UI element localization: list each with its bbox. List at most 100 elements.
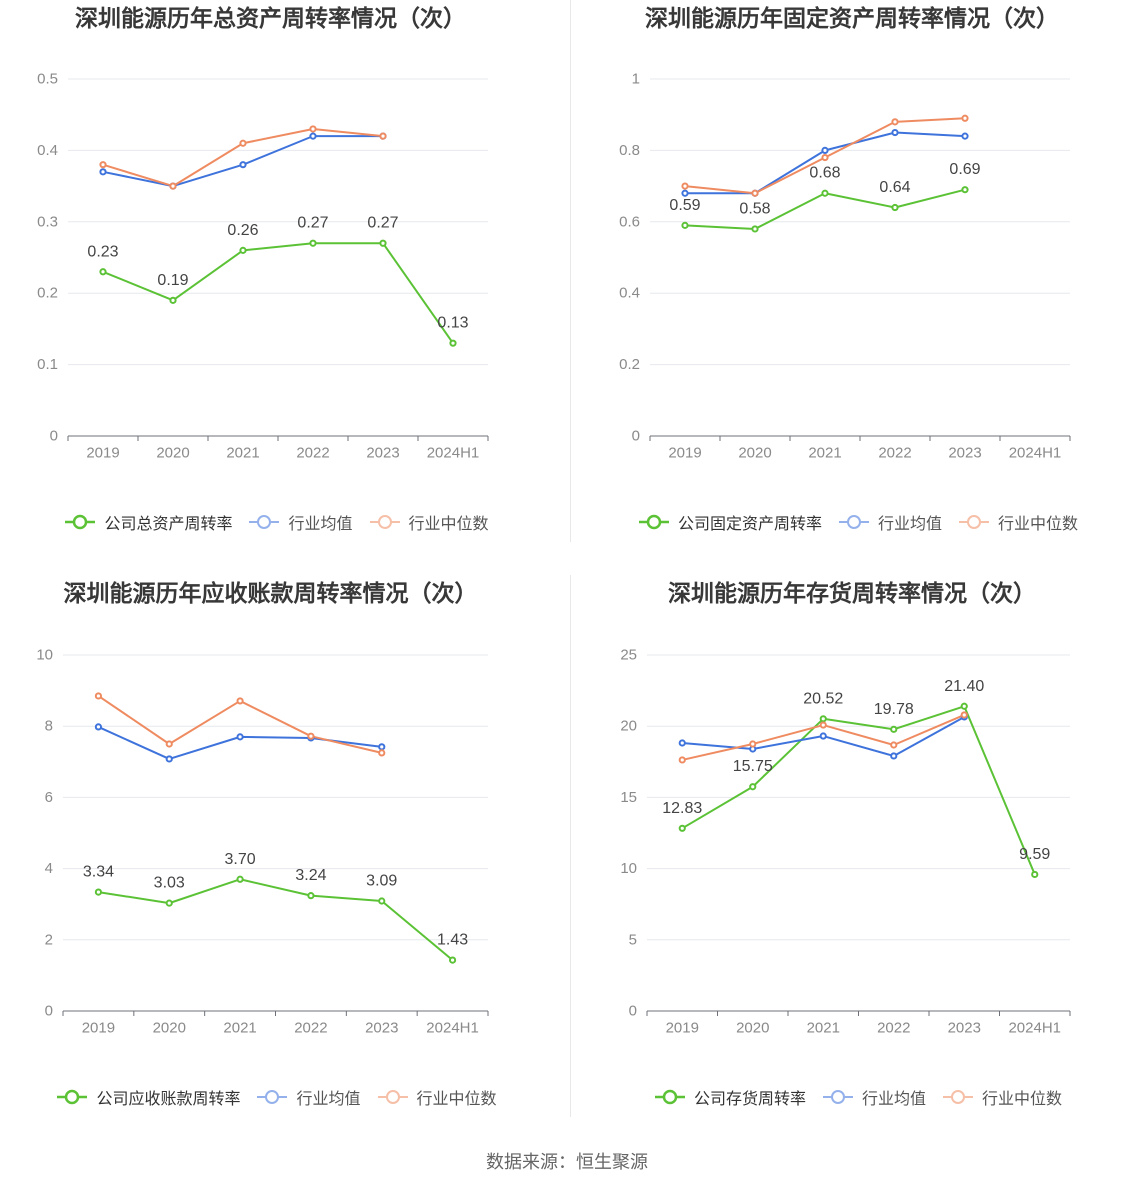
x-tick-label: 2024H1 <box>426 1020 479 1037</box>
x-tick-label: 2022 <box>296 445 329 462</box>
data-label: 3.09 <box>366 872 397 889</box>
data-label: 0.27 <box>367 215 398 232</box>
legend-item-industry-mean[interactable]: 行业均值 <box>838 510 942 534</box>
data-point-mean <box>891 128 899 137</box>
x-tick-label: 2023 <box>948 445 981 462</box>
y-tick-label: 1 <box>632 71 640 88</box>
chart-plot-total-asset-turnover: 0 0.1 0.2 0.3 0.4 0.5 2019 2020 2021 2022 2023 2024… <box>37 71 489 462</box>
data-point-company <box>236 875 244 883</box>
x-tick-label: 2021 <box>808 445 841 462</box>
x-tick-label: 2019 <box>666 1020 699 1037</box>
data-label: 15.75 <box>733 758 773 775</box>
data-point-median <box>99 161 107 169</box>
legend-item-company[interactable]: 公司存货周转率 <box>654 1085 806 1109</box>
data-point-company <box>961 186 969 194</box>
y-tick-label: 0.4 <box>619 285 640 302</box>
data-label: 0.23 <box>87 243 118 260</box>
y-tick-label: 10 <box>620 860 637 877</box>
y-tick-label: 0 <box>45 1003 53 1020</box>
data-point-company <box>890 725 898 733</box>
data-point-median <box>169 182 177 190</box>
x-tick-label: 2024H1 <box>1009 445 1062 462</box>
data-point-company <box>821 189 829 197</box>
legend-line-circle-icon <box>822 1090 853 1104</box>
y-tick-label: 20 <box>620 718 637 735</box>
data-label: 0.13 <box>437 315 468 332</box>
data-point-company <box>165 899 173 907</box>
legend-item-industry-median[interactable]: 行业中位数 <box>959 510 1078 534</box>
x-tick-label: 2021 <box>223 1020 256 1037</box>
data-point-company <box>1031 870 1039 879</box>
data-point-company <box>819 715 827 723</box>
data-point-mean <box>309 132 317 140</box>
chart-title-inventory-turnover: 深圳能源历年存货周转率情况（次） <box>668 580 1036 606</box>
chart-plot-inventory-turnover: 0 5 10 15 20 25 2019 2020 2021 2022 2023 2024H1 12.8… <box>620 647 1071 1037</box>
data-point-company <box>239 246 247 254</box>
data-point-median <box>961 114 969 122</box>
x-tick-label: 2020 <box>156 445 189 462</box>
legend-label: 公司应收账款周转率 <box>96 1091 241 1108</box>
x-tick-label: 2022 <box>878 445 911 462</box>
y-tick-label: 0 <box>632 428 640 445</box>
legend-line-circle-icon <box>959 515 989 529</box>
data-label: 0.69 <box>949 161 980 178</box>
legend-item-industry-mean[interactable]: 行业均值 <box>822 1085 926 1109</box>
data-point-company <box>99 268 107 276</box>
legend-item-industry-median[interactable]: 行业中位数 <box>369 510 489 534</box>
data-point-mean <box>678 739 686 747</box>
legend-label: 行业均值 <box>861 1091 926 1108</box>
legend-item-company[interactable]: 公司固定资产周转率 <box>638 510 822 534</box>
data-point-mean <box>378 743 386 751</box>
legend-item-industry-mean[interactable]: 行业均值 <box>257 1085 361 1109</box>
data-point-median <box>239 139 247 147</box>
data-label: 0.19 <box>157 272 188 289</box>
data-point-company <box>448 956 457 964</box>
legend-item-industry-median[interactable]: 行业中位数 <box>943 1085 1062 1109</box>
data-label: 1.43 <box>437 932 468 949</box>
legend-line-circle-icon <box>943 1090 973 1104</box>
legend-item-industry-median[interactable]: 行业中位数 <box>377 1085 497 1109</box>
data-label: 3.24 <box>295 867 326 884</box>
legend-label: 行业均值 <box>296 1091 361 1108</box>
x-tick-label: 2019 <box>82 1020 115 1037</box>
data-label: 0.26 <box>227 222 258 239</box>
x-tick-label: 2023 <box>365 1020 398 1037</box>
data-point-company <box>378 897 386 905</box>
data-label: 3.34 <box>83 864 114 881</box>
x-tick-label: 2024H1 <box>427 445 480 462</box>
data-point-median <box>681 182 689 190</box>
data-point-company <box>681 221 689 229</box>
legend-item-industry-mean[interactable]: 行业均值 <box>249 510 353 534</box>
data-point-median <box>94 692 103 700</box>
data-label: 0.64 <box>879 179 910 196</box>
legend-item-company[interactable]: 公司应收账款周转率 <box>57 1085 240 1109</box>
legend-item-company[interactable]: 公司总资产周转率 <box>65 510 232 534</box>
data-point-company <box>379 239 387 247</box>
data-point-median <box>309 125 317 133</box>
data-point-median <box>819 721 827 729</box>
legend-inventory-turnover: 公司存货周转率 行业均值 行业中位数 <box>583 1085 1134 1109</box>
x-tick-label: 2024H1 <box>1008 1020 1061 1037</box>
data-point-median <box>307 732 315 740</box>
data-point-company <box>449 339 457 347</box>
data-point-median <box>678 756 686 764</box>
data-point-median <box>379 132 387 140</box>
data-label: 0.59 <box>669 197 700 214</box>
x-tick-label: 2023 <box>366 445 399 462</box>
data-point-company <box>891 203 899 212</box>
data-point-median <box>890 741 898 749</box>
series-line-company <box>681 705 1036 876</box>
x-tick-label: 2023 <box>948 1020 981 1037</box>
y-tick-label: 0 <box>50 428 58 445</box>
data-point-mean <box>819 732 827 740</box>
data-point-mean <box>99 168 107 176</box>
x-tick-label: 2019 <box>86 445 119 462</box>
y-tick-label: 2 <box>45 931 53 948</box>
x-tick-label: 2022 <box>294 1020 327 1037</box>
data-point-median <box>821 153 829 162</box>
legend-line-circle-icon <box>377 1090 408 1104</box>
y-tick-label: 0 <box>629 1003 637 1020</box>
data-label: 0.27 <box>297 215 328 232</box>
data-label: 20.52 <box>803 690 843 707</box>
